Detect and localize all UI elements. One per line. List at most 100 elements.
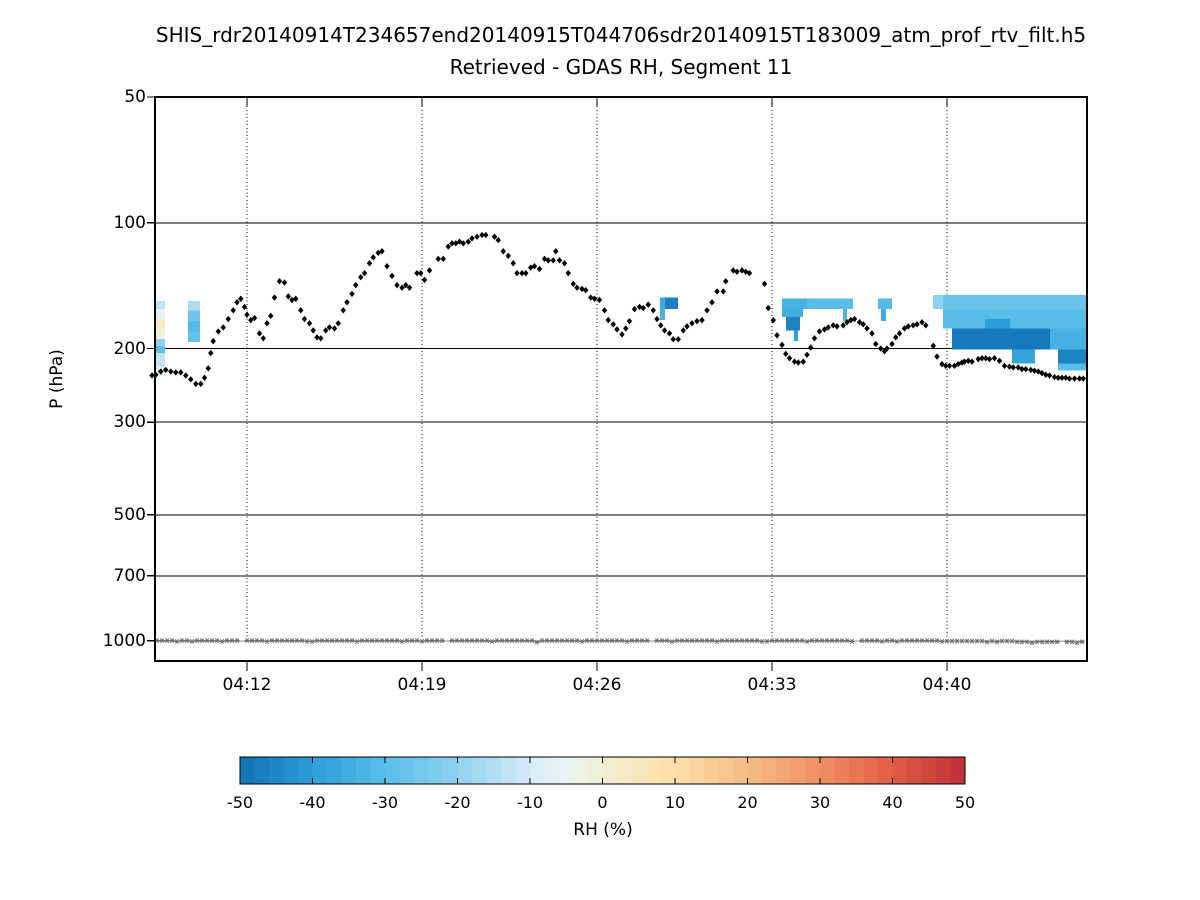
trace-marker [1010, 364, 1016, 371]
surface-marker [329, 638, 335, 644]
trace-marker [878, 345, 884, 352]
trace-marker [851, 315, 858, 323]
trace-marker [326, 324, 333, 331]
trace-marker [188, 376, 194, 383]
trace-marker [965, 357, 971, 365]
surface-marker [804, 638, 810, 644]
trace-marker [680, 327, 686, 334]
trace-marker [281, 279, 288, 286]
surface-marker [279, 638, 285, 644]
trace-marker [770, 316, 776, 324]
surface-marker [989, 638, 995, 644]
trace-marker [699, 316, 705, 324]
trace-marker [561, 260, 568, 267]
surface-marker [469, 638, 475, 644]
y-tick-label: 200 [113, 338, 146, 359]
trace-marker [783, 350, 789, 358]
trace-marker [453, 240, 459, 247]
surface-marker [754, 638, 760, 644]
trace-marker [370, 254, 376, 261]
surface-marker [729, 638, 735, 644]
surface-marker [494, 638, 500, 644]
surface-marker [634, 638, 640, 644]
trace-marker [353, 281, 359, 289]
y-tick-label: 300 [113, 412, 146, 433]
surface-marker [204, 638, 210, 644]
trace-marker [225, 315, 231, 323]
x-tick-label: 04:26 [572, 675, 622, 695]
surface-marker [224, 638, 230, 644]
surface-marker [189, 638, 195, 644]
trace-marker [349, 290, 355, 298]
surface-marker [939, 638, 945, 644]
trace-marker [399, 284, 405, 291]
surface-marker [454, 638, 460, 644]
surface-marker [314, 638, 320, 644]
trace-marker [614, 326, 620, 333]
trace-marker [816, 328, 823, 335]
surface-marker [1034, 639, 1040, 645]
trace-marker [834, 323, 840, 330]
trace-marker [565, 269, 571, 277]
surface-marker [794, 638, 800, 644]
trace-marker [445, 243, 451, 250]
trace-marker [531, 262, 538, 270]
surface-marker [1039, 639, 1045, 645]
surface-marker [359, 638, 365, 644]
surface-marker [909, 638, 915, 644]
surface-marker [704, 638, 710, 644]
surface-marker [479, 638, 485, 644]
surface-marker [179, 638, 185, 644]
surface-marker [614, 638, 620, 644]
surface-marker [914, 638, 920, 644]
trace-marker [379, 248, 385, 255]
surface-marker [899, 638, 905, 644]
surface-marker [269, 638, 275, 644]
surface-marker [229, 638, 235, 644]
trace-marker [1028, 366, 1034, 374]
surface-marker [869, 638, 875, 644]
surface-marker [264, 638, 270, 644]
trace-marker [241, 303, 248, 311]
trace-marker [650, 307, 656, 314]
trace-marker [310, 327, 316, 334]
surface-marker [919, 638, 925, 644]
surface-marker [384, 638, 390, 644]
surface-marker [414, 638, 420, 644]
surface-marker [769, 638, 775, 644]
surface-marker [299, 638, 305, 644]
trace-marker [761, 280, 768, 288]
trace-marker [786, 355, 793, 362]
trace-marker [271, 294, 278, 301]
trace-marker [574, 284, 580, 291]
x-tick-label: 04:33 [747, 675, 797, 695]
trace-marker [426, 267, 433, 274]
trace-marker [864, 325, 870, 332]
trace-marker [969, 358, 975, 365]
trace-marker [1071, 375, 1078, 382]
surface-marker [874, 638, 880, 644]
surface-marker [764, 638, 770, 644]
surface-marker [594, 638, 600, 644]
trace-marker [440, 255, 446, 263]
trace-marker [536, 265, 543, 273]
surface-marker [624, 638, 630, 644]
surface-marker [699, 638, 705, 644]
trace-marker [704, 307, 710, 314]
surface-marker [274, 638, 280, 644]
trace-marker [1006, 363, 1013, 370]
trace-marker [1031, 367, 1038, 374]
trace-marker [991, 355, 998, 362]
trace-marker [623, 325, 629, 332]
trace-marker [610, 321, 616, 328]
trace-marker [626, 317, 633, 325]
trace-marker [930, 342, 936, 349]
trace-marker [210, 337, 216, 345]
surface-marker [294, 638, 300, 644]
trace-marker [491, 233, 498, 240]
trace-marker [418, 269, 424, 277]
surface-marker [1049, 639, 1055, 645]
trace-marker [545, 257, 551, 264]
trace-marker [840, 322, 846, 329]
trace-marker [856, 319, 863, 326]
